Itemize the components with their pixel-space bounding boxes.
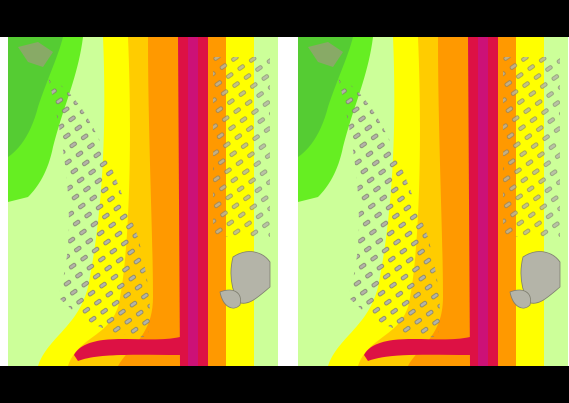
top-bar	[0, 0, 569, 37]
map-right	[298, 37, 568, 366]
bottom-bar	[0, 366, 569, 403]
map-left	[8, 37, 278, 366]
